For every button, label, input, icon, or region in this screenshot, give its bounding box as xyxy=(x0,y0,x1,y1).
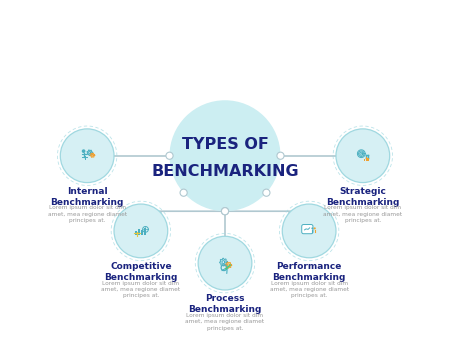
Bar xyxy=(366,158,367,161)
Circle shape xyxy=(336,129,390,183)
Bar xyxy=(138,229,140,235)
Text: Lorem ipsum dolor sit dim
amet, mea regione diamet
principes at.: Lorem ipsum dolor sit dim amet, mea regi… xyxy=(48,205,127,223)
Circle shape xyxy=(114,204,168,258)
Text: Performance
Benchmarking: Performance Benchmarking xyxy=(272,262,346,282)
Bar xyxy=(367,158,369,161)
Text: TYPES OF: TYPES OF xyxy=(181,137,269,153)
Circle shape xyxy=(198,236,252,290)
Bar xyxy=(141,230,143,235)
Circle shape xyxy=(221,208,229,215)
Circle shape xyxy=(82,149,86,153)
Text: BENCHMARKING: BENCHMARKING xyxy=(151,164,299,179)
Circle shape xyxy=(277,152,284,159)
Circle shape xyxy=(282,204,336,258)
Circle shape xyxy=(170,100,280,211)
Text: Internal
Benchmarking: Internal Benchmarking xyxy=(50,187,124,207)
Circle shape xyxy=(314,227,316,229)
Text: Lorem ipsum dolor sit dim
amet, mea regione diamet
principes at.: Lorem ipsum dolor sit dim amet, mea regi… xyxy=(101,281,180,299)
Text: Process
Benchmarking: Process Benchmarking xyxy=(188,294,262,314)
Bar xyxy=(135,231,137,235)
Bar xyxy=(144,228,146,235)
Text: Lorem ipsum dolor sit dim
amet, mea regione diamet
principes at.: Lorem ipsum dolor sit dim amet, mea regi… xyxy=(185,313,265,331)
Circle shape xyxy=(263,189,270,196)
Text: Strategic
Benchmarking: Strategic Benchmarking xyxy=(326,187,400,207)
Text: Lorem ipsum dolor sit dim
amet, mea regione diamet
principes at.: Lorem ipsum dolor sit dim amet, mea regi… xyxy=(270,281,349,299)
Circle shape xyxy=(166,152,173,159)
Circle shape xyxy=(180,189,187,196)
Circle shape xyxy=(60,129,114,183)
FancyBboxPatch shape xyxy=(302,224,313,234)
Circle shape xyxy=(221,208,229,215)
Circle shape xyxy=(311,227,313,229)
Text: Lorem ipsum dolor sit dim
amet, mea regione diamet
principes at.: Lorem ipsum dolor sit dim amet, mea regi… xyxy=(323,205,402,223)
Bar xyxy=(364,159,365,161)
Text: Competitive
Benchmarking: Competitive Benchmarking xyxy=(104,262,178,282)
Circle shape xyxy=(361,153,362,154)
